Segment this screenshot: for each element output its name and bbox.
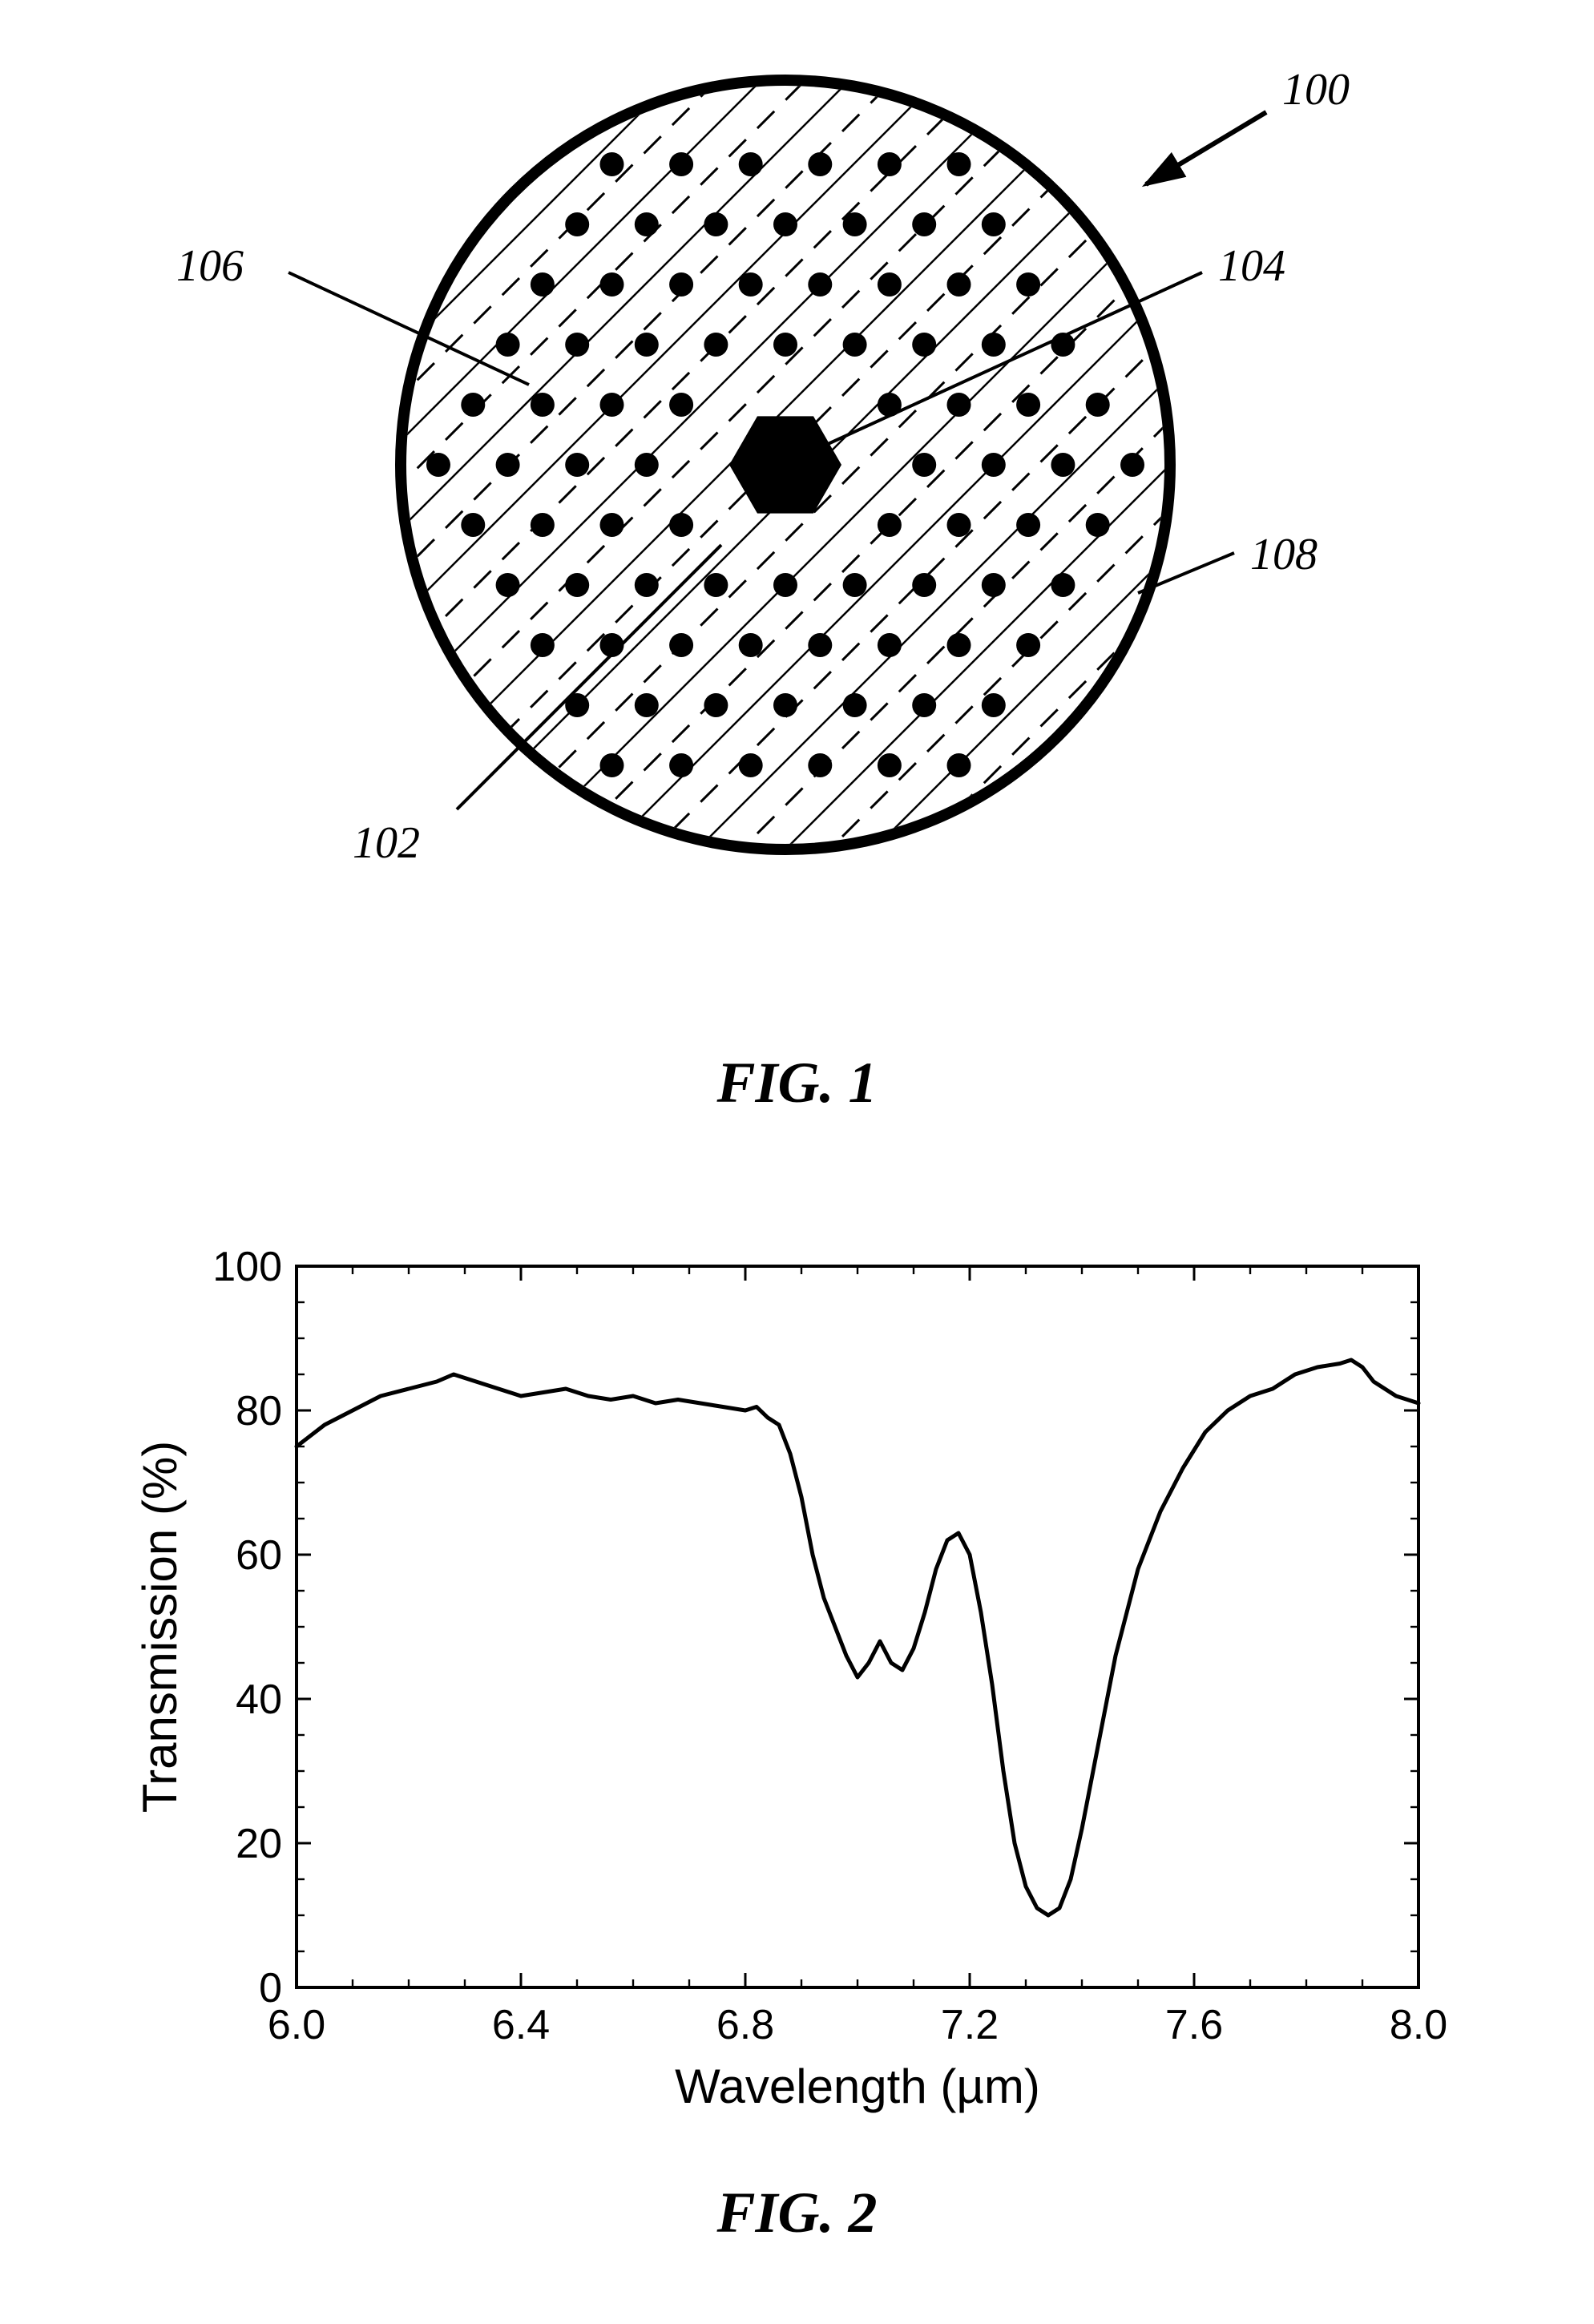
svg-text:20: 20 bbox=[236, 1821, 282, 1867]
callout-102: 102 bbox=[353, 817, 420, 869]
callout-100: 100 bbox=[1282, 64, 1350, 115]
callout-108: 108 bbox=[1250, 529, 1318, 580]
page: 100 104 106 108 102 FIG. 1 6.06.46.87.27… bbox=[0, 0, 1594, 2324]
x-axis-label: Wavelength (µm) bbox=[675, 2060, 1040, 2113]
x-tick-labels: 6.06.46.87.27.68.0 bbox=[268, 2002, 1447, 2048]
figure-2-chart: 6.06.46.87.27.68.0 020406080100 Waveleng… bbox=[96, 1218, 1539, 2140]
svg-text:6.8: 6.8 bbox=[716, 2002, 774, 2048]
figure-1-label: FIG. 1 bbox=[0, 1050, 1594, 1116]
svg-text:0: 0 bbox=[259, 1965, 282, 2011]
svg-text:7.6: 7.6 bbox=[1165, 2002, 1223, 2048]
y-ticks bbox=[297, 1266, 1418, 1987]
svg-text:80: 80 bbox=[236, 1388, 282, 1434]
y-axis-label: Transmission (%) bbox=[133, 1441, 187, 1814]
callout-106: 106 bbox=[176, 240, 244, 292]
x-ticks-minor bbox=[353, 1266, 1362, 1987]
y-tick-labels: 0 20 40 60 80 100 bbox=[212, 1244, 282, 2011]
transmission-curve bbox=[297, 1360, 1418, 1915]
svg-text:8.0: 8.0 bbox=[1390, 2002, 1447, 2048]
svg-text:40: 40 bbox=[236, 1676, 282, 1723]
svg-text:60: 60 bbox=[236, 1532, 282, 1579]
plot-frame bbox=[297, 1266, 1418, 1987]
svg-text:6.4: 6.4 bbox=[492, 2002, 550, 2048]
svg-text:100: 100 bbox=[212, 1244, 282, 1290]
figure-2-label: FIG. 2 bbox=[0, 2180, 1594, 2246]
arrow-100 bbox=[1146, 112, 1266, 184]
x-ticks bbox=[297, 1266, 1418, 1987]
svg-text:7.2: 7.2 bbox=[941, 2002, 999, 2048]
y-ticks-minor bbox=[297, 1302, 1418, 1951]
callout-104: 104 bbox=[1218, 240, 1285, 292]
figure-1-diagram bbox=[0, 32, 1594, 994]
